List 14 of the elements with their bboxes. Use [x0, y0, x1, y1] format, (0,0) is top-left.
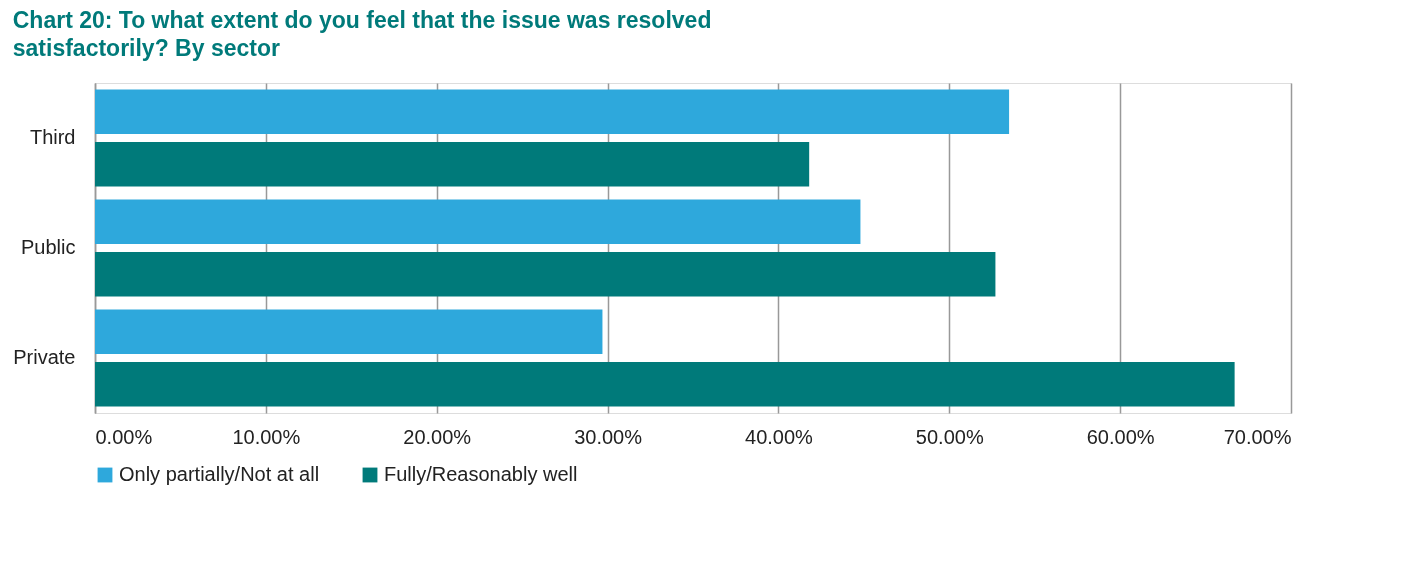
x-tick-label: 60.00%: [1086, 425, 1155, 448]
x-tick-label: 70.00%: [1223, 425, 1292, 448]
x-tick-label: 20.00%: [403, 425, 472, 448]
chart-title: Chart 20: To what extent do you feel that the issue was resolved satisfactorily? By sector: [12, 7, 712, 61]
x-tick-label: 10.00%: [232, 425, 301, 448]
legend-label: Only partially/Not at all: [119, 463, 320, 485]
x-tick-label: 40.00%: [745, 425, 814, 448]
y-tick-label: Private: [13, 346, 76, 368]
legend-label: Fully/Reasonably well: [384, 463, 578, 485]
x-tick-label: 0.00%: [95, 425, 153, 448]
y-tick-label: Public: [21, 236, 76, 258]
y-tick-label: Third: [29, 126, 76, 148]
x-tick-label: 50.00%: [915, 425, 984, 448]
x-tick-label: 30.00%: [574, 425, 643, 448]
